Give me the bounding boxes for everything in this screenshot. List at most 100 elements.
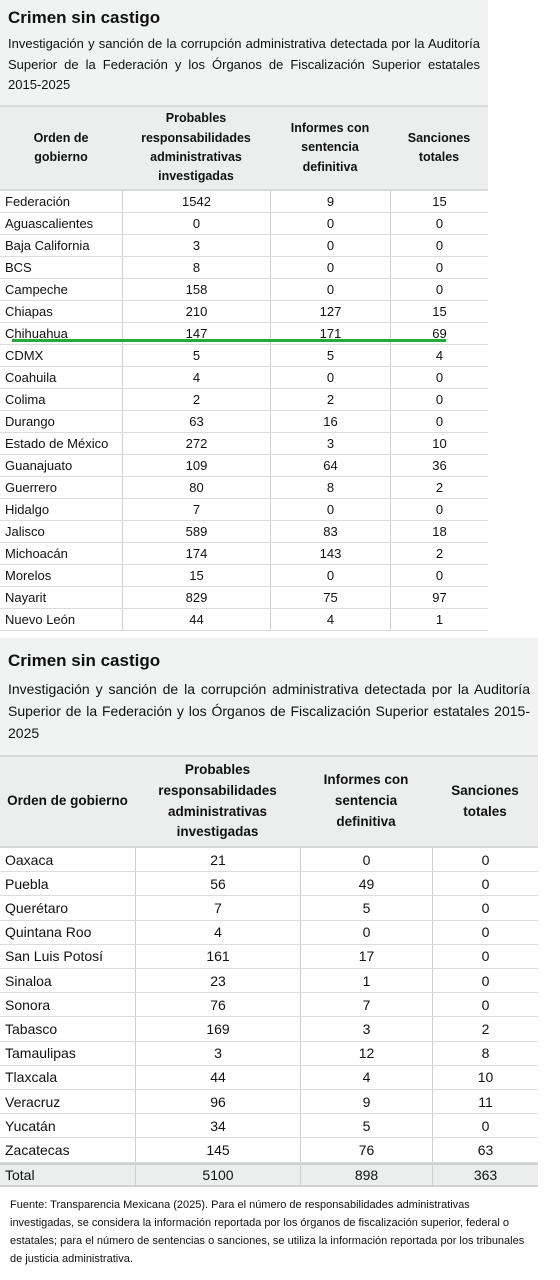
cell-value: 10	[390, 433, 488, 454]
cell-value: 8	[270, 477, 390, 498]
table-header: Orden de gobierno Probables responsabilid…	[0, 105, 488, 191]
cell-value: 5100	[135, 1164, 300, 1185]
row-label: Nayarit	[5, 590, 47, 605]
row-label: Puebla	[5, 875, 49, 892]
row-label: Baja California	[5, 238, 90, 253]
cell-value: 147	[122, 323, 270, 344]
cell-value: 158	[122, 279, 270, 300]
row-label: Tamaulipas	[5, 1045, 76, 1062]
row-label: Tlaxcala	[5, 1069, 58, 1086]
cell-value: 75	[270, 587, 390, 608]
table-row: Baja California 3 0 0	[0, 235, 488, 257]
table-row: CDMX 5 5 4	[0, 345, 488, 367]
cell-value: 127	[270, 301, 390, 322]
cell-value: 0	[270, 279, 390, 300]
cell-value: 15	[122, 565, 270, 586]
table-row: Aguascalientes 0 0 0	[0, 213, 488, 235]
cell-value: 0	[390, 499, 488, 520]
cell-value: 5	[300, 1114, 432, 1138]
cell-value: 97	[390, 587, 488, 608]
cell-value: 0	[432, 920, 538, 944]
cell-value: 272	[122, 433, 270, 454]
cell-value: 169	[135, 1017, 300, 1041]
cell-value: 2	[270, 389, 390, 410]
row-label: Federación	[5, 194, 71, 209]
cell-value: 18	[390, 521, 488, 542]
cell-value: 0	[432, 896, 538, 920]
row-label: Oaxaca	[5, 851, 54, 868]
table-row: Nuevo León 44 4 1	[0, 609, 488, 631]
table-row: Durango 63 16 0	[0, 411, 488, 433]
table-row: BCS 8 0 0	[0, 257, 488, 279]
cell-value: 96	[135, 1090, 300, 1114]
row-label: Michoacán	[5, 546, 68, 561]
table-row: Nayarit 829 75 97	[0, 587, 488, 609]
cell-value: 3	[300, 1017, 432, 1041]
table-row: Coahuila 4 0 0	[0, 367, 488, 389]
cell-value: 15	[390, 191, 488, 212]
row-label: Durango	[5, 414, 55, 429]
cell-value: 0	[432, 1114, 538, 1138]
row-label: Guerrero	[5, 480, 58, 495]
cell-value: 23	[135, 969, 300, 993]
table-row: Guerrero 80 8 2	[0, 477, 488, 499]
panel-subtitle: Investigación y sanción de la corrupción…	[8, 681, 530, 741]
cell-value: 0	[270, 565, 390, 586]
cell-value: 56	[135, 872, 300, 896]
cell-value: 1	[390, 609, 488, 630]
cell-value: 0	[270, 499, 390, 520]
cell-value: 1	[300, 969, 432, 993]
table-row: Colima 2 2 0	[0, 389, 488, 411]
cell-value: 363	[432, 1164, 538, 1185]
cell-value: 0	[270, 235, 390, 256]
panel-header-bg	[0, 638, 538, 755]
column-header: Probables responsabilidades administrati…	[158, 761, 277, 840]
cell-value: 0	[122, 213, 270, 234]
cell-value: 64	[270, 455, 390, 476]
panel-header-bg	[0, 0, 488, 105]
cell-value: 0	[432, 993, 538, 1017]
cell-value: 12	[300, 1041, 432, 1065]
cell-value: 2	[390, 543, 488, 564]
cell-value: 0	[390, 279, 488, 300]
total-row: Total 5100 898 363	[0, 1162, 538, 1187]
table-row: Quintana Roo 4 0 0	[0, 920, 538, 945]
table-row: Querétaro 7 5 0	[0, 896, 538, 921]
cell-value: 5	[122, 345, 270, 366]
row-label: Chiapas	[5, 304, 53, 319]
cell-value: 4	[135, 920, 300, 944]
cell-value: 2	[122, 389, 270, 410]
table-row: Hidalgo 7 0 0	[0, 499, 488, 521]
cell-value: 829	[122, 587, 270, 608]
row-label: Nuevo León	[5, 612, 76, 627]
column-header: Sanciones totales	[451, 782, 519, 819]
cell-value: 76	[300, 1138, 432, 1162]
cell-value: 4	[300, 1065, 432, 1089]
cell-value: 63	[122, 411, 270, 432]
row-label: San Luis Potosí	[5, 948, 104, 965]
table-row: Oaxaca 21 0 0	[0, 848, 538, 873]
cell-value: 7	[122, 499, 270, 520]
cell-value: 4	[270, 609, 390, 630]
table-row: Yucatán 34 5 0	[0, 1114, 538, 1139]
table-row: Tamaulipas 3 12 8	[0, 1041, 538, 1066]
row-label: Sinaloa	[5, 972, 52, 989]
cell-value: 0	[270, 257, 390, 278]
cell-value: 21	[135, 848, 300, 872]
table-row: Veracruz 96 9 11	[0, 1090, 538, 1115]
cell-value: 0	[300, 920, 432, 944]
table-row: Tlaxcala 44 4 10	[0, 1065, 538, 1090]
row-label: Sonora	[5, 996, 51, 1013]
table-row: Estado de México 272 3 10	[0, 433, 488, 455]
cell-value: 3	[135, 1041, 300, 1065]
column-header: Probables responsabilidades administrati…	[141, 111, 251, 184]
cell-value: 0	[390, 213, 488, 234]
table-row: Sinaloa 23 1 0	[0, 969, 538, 994]
cell-value: 2	[432, 1017, 538, 1041]
cell-value: 143	[270, 543, 390, 564]
footnote: Fuente: Transparencia Mexicana (2025). P…	[10, 1199, 525, 1265]
table-row: Zacatecas 145 76 63	[0, 1138, 538, 1163]
row-label: Yucatán	[5, 1117, 56, 1134]
cell-value: 0	[432, 872, 538, 896]
cell-value: 8	[122, 257, 270, 278]
